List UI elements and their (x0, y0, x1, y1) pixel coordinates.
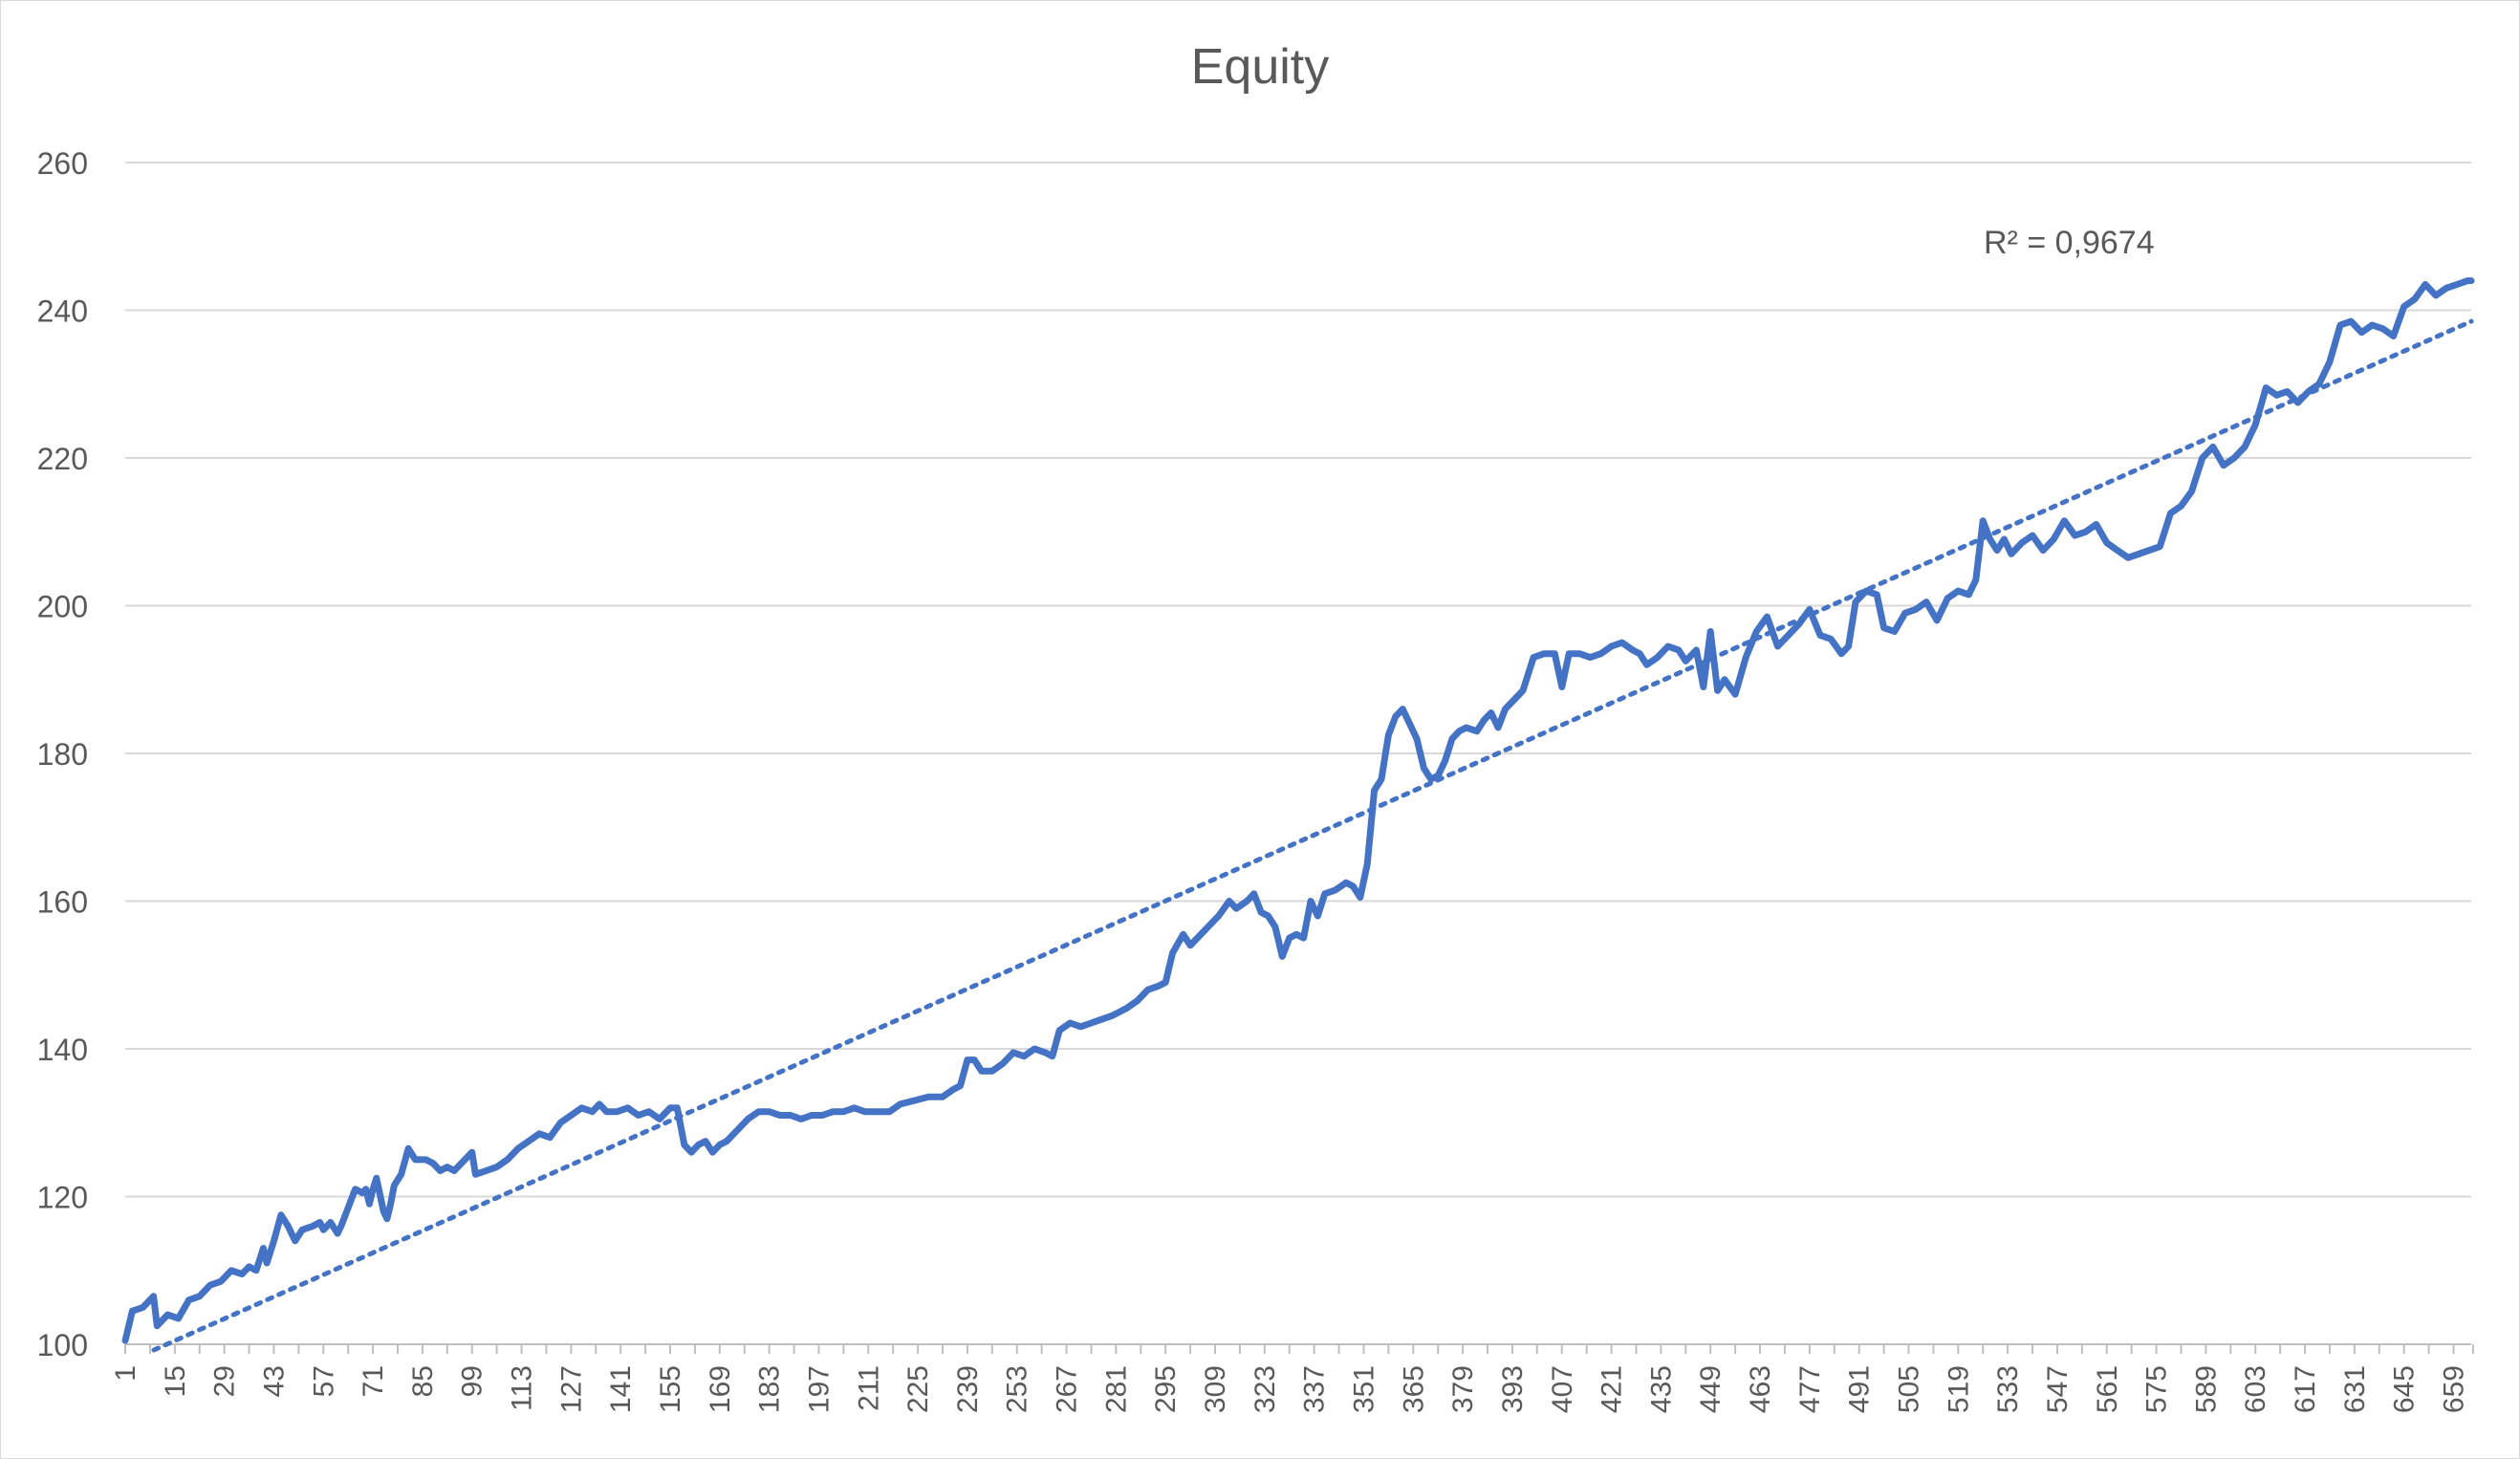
gridlines (125, 162, 2471, 1345)
x-tick-label: 127 (555, 1365, 587, 1413)
x-axis-ticks: 1 15 29 43 57 71 85 99 113 127 141 155 169 183 197 211 2… (110, 1344, 2474, 1413)
x-tick-label: 491 (1844, 1365, 1876, 1413)
x-tick-label: 225 (902, 1365, 934, 1413)
x-tick-label: 99 (457, 1365, 489, 1397)
x-tick-label: 309 (1200, 1365, 1231, 1413)
y-tick-label: 100 (37, 1328, 88, 1362)
y-tick-label: 180 (37, 737, 88, 772)
equity-series-line (121, 277, 2475, 1344)
x-tick-label: 1 (110, 1365, 141, 1382)
x-tick-label: 295 (1150, 1365, 1182, 1413)
x-tick-label: 645 (2389, 1365, 2421, 1413)
x-tick-label: 463 (1745, 1365, 1776, 1413)
x-tick-label: 267 (1052, 1365, 1083, 1413)
x-tick-label: 155 (655, 1365, 686, 1413)
y-tick-label: 260 (37, 146, 88, 181)
x-tick-label: 617 (2290, 1365, 2321, 1413)
y-tick-label: 200 (37, 590, 88, 624)
x-tick-label: 603 (2240, 1365, 2271, 1413)
x-tick-label: 589 (2190, 1365, 2222, 1413)
x-tick-label: 113 (507, 1365, 538, 1411)
x-tick-label: 169 (705, 1365, 736, 1413)
x-tick-label: 197 (803, 1365, 835, 1413)
x-tick-label: 533 (1992, 1365, 2024, 1413)
y-axis-ticks: 100 120 140 160 180 200 220 240 260 (37, 146, 88, 1362)
x-tick-label: 435 (1645, 1365, 1677, 1413)
y-tick-label: 240 (37, 294, 88, 329)
x-tick-label: 477 (1794, 1365, 1826, 1413)
x-tick-label: 211 (853, 1365, 884, 1411)
x-tick-label: 365 (1398, 1365, 1429, 1413)
x-tick-label: 141 (605, 1365, 637, 1413)
y-tick-label: 160 (37, 885, 88, 920)
x-tick-label: 43 (258, 1365, 290, 1397)
series-layer (121, 277, 2475, 1344)
r-squared-label: R² = 0,9674 (1984, 225, 2155, 261)
x-tick-label: 323 (1249, 1365, 1281, 1413)
x-tick-label: 505 (1893, 1365, 1924, 1413)
chart-title: Equity (1190, 39, 1330, 95)
trendline-layer (151, 318, 2474, 1353)
x-tick-label: 407 (1547, 1365, 1578, 1413)
x-tick-label: 561 (2092, 1365, 2123, 1413)
trendline (151, 318, 2474, 1353)
x-tick-label: 239 (952, 1365, 984, 1413)
y-tick-label: 120 (37, 1181, 88, 1215)
x-tick-label: 659 (2438, 1365, 2469, 1413)
y-tick-label: 220 (37, 442, 88, 476)
x-tick-label: 379 (1447, 1365, 1479, 1413)
x-tick-label: 281 (1100, 1365, 1132, 1413)
x-tick-label: 29 (209, 1365, 241, 1397)
x-tick-label: 85 (407, 1365, 439, 1397)
x-tick-label: 253 (1002, 1365, 1033, 1413)
x-tick-label: 575 (2141, 1365, 2173, 1413)
x-tick-label: 337 (1299, 1365, 1331, 1413)
x-tick-label: 547 (2042, 1365, 2074, 1413)
x-tick-label: 631 (2339, 1365, 2371, 1413)
x-tick-label: 519 (1943, 1365, 1974, 1413)
x-tick-label: 15 (160, 1365, 191, 1397)
x-tick-label: 393 (1497, 1365, 1529, 1413)
x-tick-label: 71 (358, 1365, 389, 1397)
x-tick-label: 421 (1597, 1365, 1628, 1413)
x-tick-label: 449 (1695, 1365, 1727, 1413)
x-tick-label: 57 (308, 1365, 339, 1397)
x-tick-label: 183 (754, 1365, 786, 1413)
y-tick-label: 140 (37, 1033, 88, 1067)
x-tick-label: 351 (1348, 1365, 1379, 1413)
